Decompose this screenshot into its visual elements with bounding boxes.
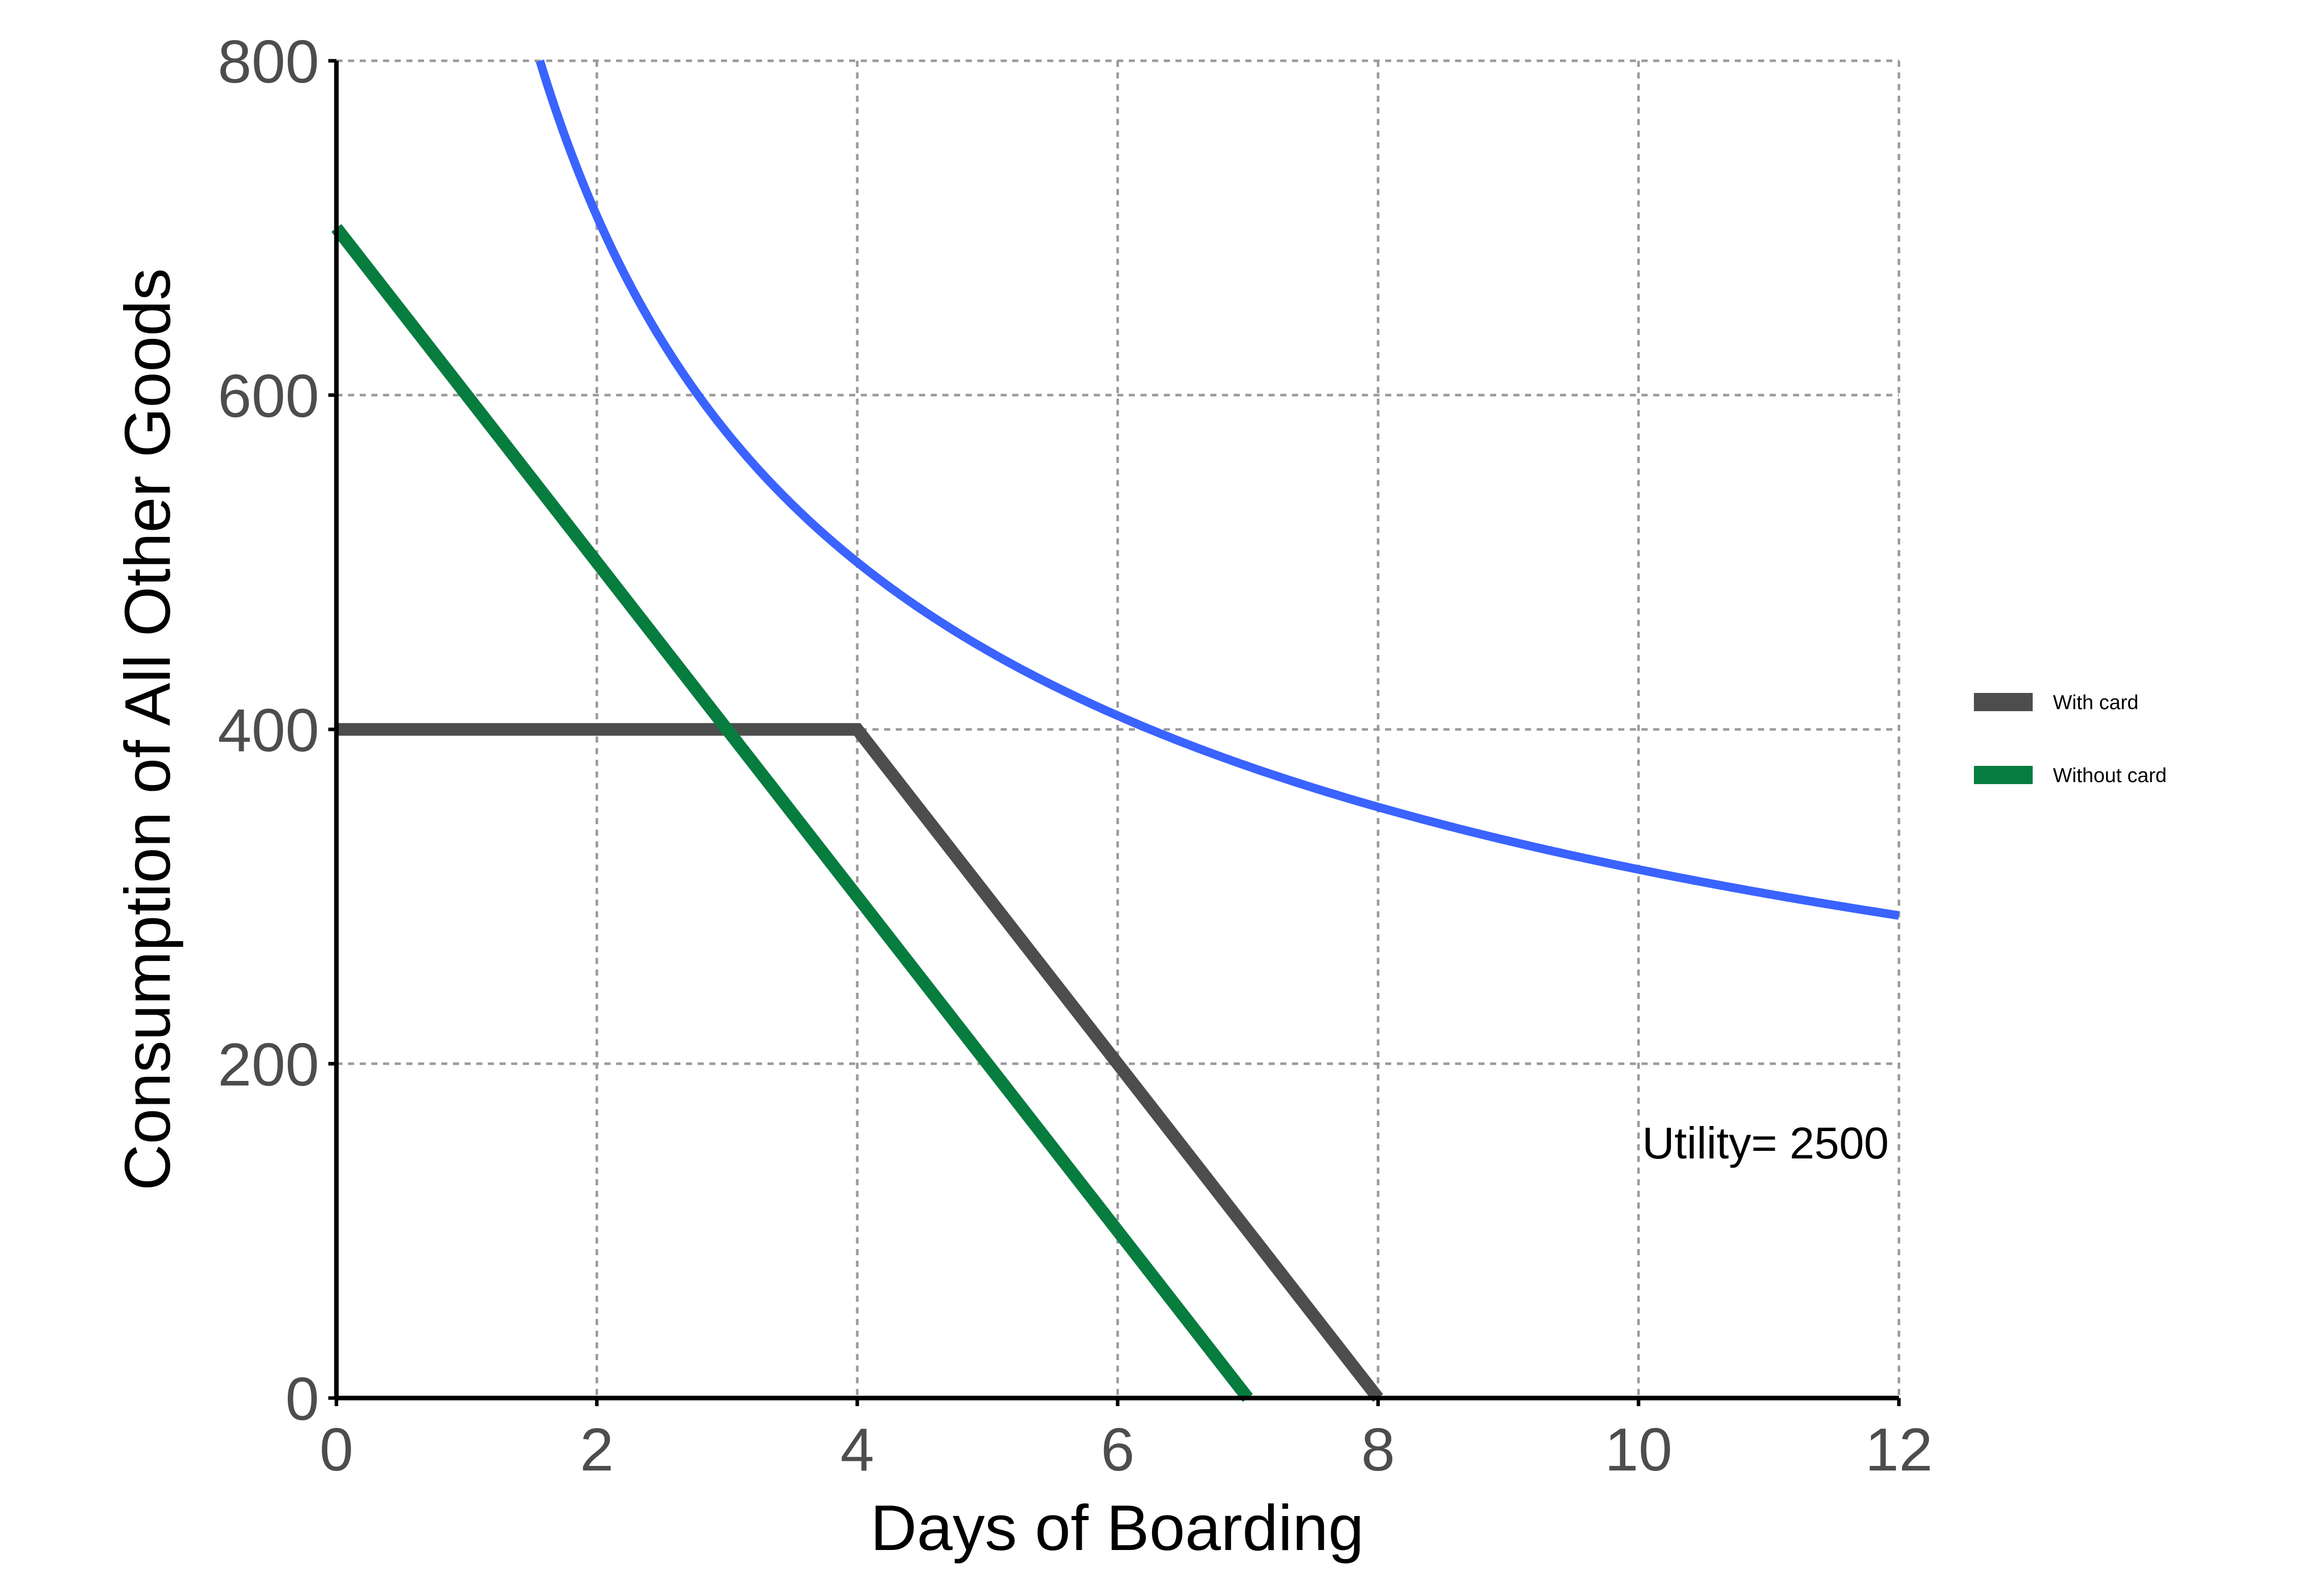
budget-line-with-card	[336, 723, 1383, 1402]
curves	[331, 59, 1900, 1402]
utility-annotation: Utility= 2500	[1642, 1118, 1889, 1168]
y-tick-label: 0	[285, 1365, 319, 1433]
x-tick-label: 2	[580, 1416, 614, 1484]
x-tick-label: 6	[1101, 1416, 1135, 1484]
y-axis-title: Consumption of All Other Goods	[111, 268, 183, 1190]
x-tick-label: 12	[1865, 1416, 1932, 1484]
legend-item-with-card: With card	[1974, 691, 2139, 714]
x-tick-label: 0	[320, 1416, 354, 1484]
y-tick-label: 800	[218, 28, 319, 96]
tick-labels: 0 2 4 6 8 10 12 0 200 400 600 800	[218, 28, 1933, 1484]
y-tick-label: 400	[218, 696, 319, 764]
legend-item-without-card: Without card	[1974, 764, 2167, 787]
budget-line-without-card	[331, 224, 1253, 1402]
x-tick-label: 8	[1361, 1416, 1395, 1484]
x-axis-title: Days of Boarding	[870, 1492, 1364, 1564]
indifference-curve	[536, 59, 1900, 920]
legend: With card Without card	[1974, 691, 2167, 787]
legend-label: With card	[2053, 691, 2139, 714]
y-tick-label: 200	[218, 1031, 319, 1099]
legend-label: Without card	[2053, 764, 2167, 787]
x-tick-label: 10	[1605, 1416, 1672, 1484]
y-tick-label: 600	[218, 362, 319, 430]
x-tick-label: 4	[841, 1416, 874, 1484]
